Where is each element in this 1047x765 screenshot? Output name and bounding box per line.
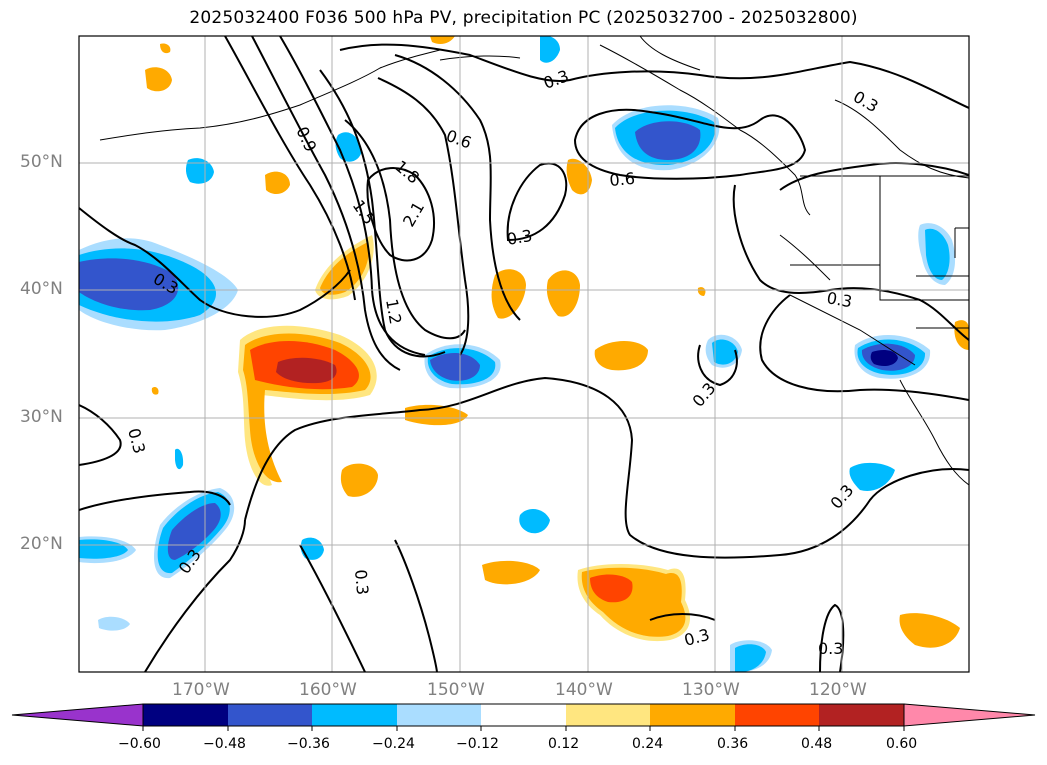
colorbar-extend-high [903,703,1036,727]
colorbar-swatch [819,704,904,726]
colorbar-swatch [397,704,481,726]
lon-label-170w: 170°W [172,680,230,700]
contour-label-0.3-j: 0.3 [351,569,372,596]
colorbar-swatch [735,704,819,726]
lon-label-150w: 150°W [427,680,485,700]
colorbar-tick: −0.36 [287,736,330,752]
contour-label-0.3-l: 0.3 [818,639,843,658]
lat-label-40n: 40°N [20,279,63,299]
colorbar-tick: 0.60 [886,736,918,752]
lon-label-120w: 120°W [809,680,867,700]
gridlines [79,36,969,672]
colorbar-tick: −0.24 [372,736,415,752]
colorbar-tick: −0.48 [203,736,246,752]
colorbar-tick: −0.12 [456,736,499,752]
colorbar-swatch [481,704,566,726]
lat-label-30n: 30°N [20,407,63,427]
colorbar-swatch [566,704,650,726]
coastlines [99,36,969,486]
map-frame [78,35,970,673]
colorbar-tick: 0.48 [801,736,833,752]
contour-label-1.2: 1.2 [382,297,405,325]
colorbar-swatch [143,704,228,726]
colorbar-tick: 0.36 [717,736,749,752]
contour-label-0.3-d: 0.3 [505,226,533,249]
colorbar-tick: 0.24 [632,736,664,752]
map-title: 2025032400 F036 500 hPa PV, precipitatio… [189,8,858,28]
lon-label-160w: 160°W [299,680,357,700]
contour-label-0.6-b: 0.6 [609,169,636,190]
lon-label-130w: 130°W [682,680,740,700]
pv-contours [79,36,969,672]
colorbar-extend-low [11,703,144,727]
colorbar-swatch [650,704,735,726]
lat-label-50n: 50°N [20,152,63,172]
contour-label-0.3-e: 0.3 [825,288,853,311]
colorbar-swatch [228,704,312,726]
colorbar-tick: 0.12 [548,736,580,752]
colorbar [11,703,1036,731]
colorbar-tick: −0.60 [118,736,161,752]
colorbar-swatch [312,704,397,726]
lon-label-140w: 140°W [555,680,613,700]
lat-label-20n: 20°N [20,534,63,554]
